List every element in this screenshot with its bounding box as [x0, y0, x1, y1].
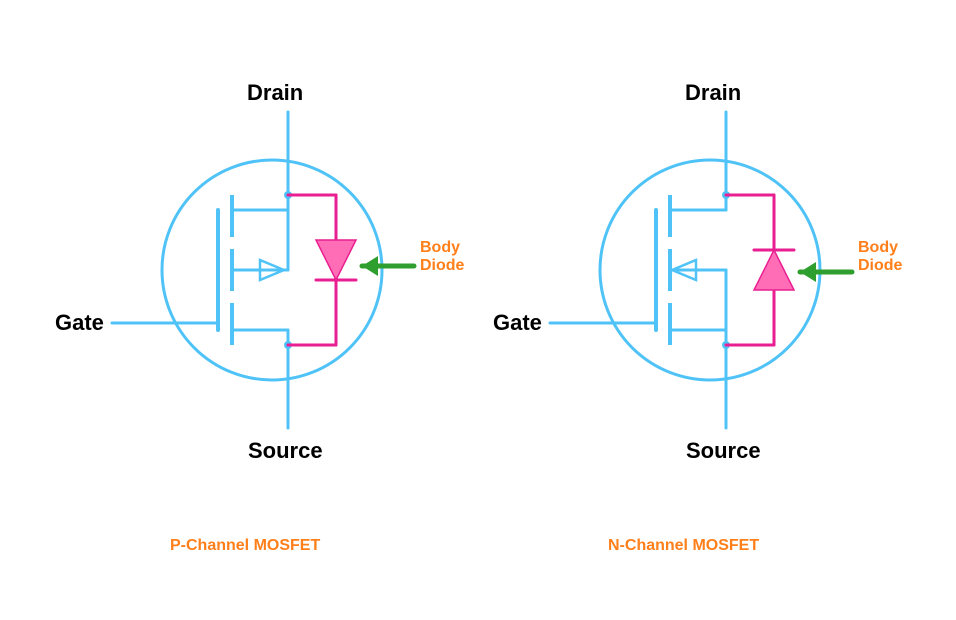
- drain-label: Drain: [685, 80, 741, 105]
- source-label: Source: [686, 438, 761, 463]
- body-diode-label: BodyDiode: [858, 239, 903, 274]
- mosfet-diagram: Drain Source Gate BodyDiode P-Channel MOSFET…: [0, 0, 956, 620]
- body-diode-pointer-arrow-icon: [362, 256, 414, 276]
- body-diode: [284, 191, 356, 349]
- p-channel-caption: P-Channel MOSFET: [170, 537, 320, 554]
- n-channel-mosfet: Drain Source Gate BodyDiode N-Channel MOSFET: [493, 80, 903, 554]
- p-channel-mosfet: Drain Source Gate BodyDiode P-Channel MOSFET: [55, 80, 465, 554]
- source-label: Source: [248, 438, 323, 463]
- gate-label: Gate: [493, 310, 542, 335]
- body-diode: [722, 191, 794, 349]
- diode-triangle-icon: [316, 240, 356, 280]
- n-channel-caption: N-Channel MOSFET: [608, 537, 759, 554]
- body-diode-pointer-arrow-icon: [800, 262, 852, 282]
- gate-label: Gate: [55, 310, 104, 335]
- body-diode-label: BodyDiode: [420, 239, 465, 274]
- drain-label: Drain: [247, 80, 303, 105]
- diode-triangle-icon: [754, 250, 794, 290]
